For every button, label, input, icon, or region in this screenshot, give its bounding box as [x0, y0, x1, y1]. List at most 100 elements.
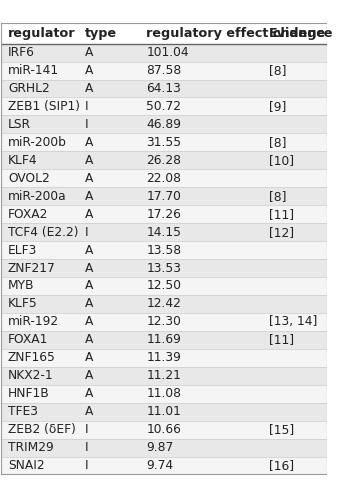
Text: I: I	[84, 118, 88, 131]
Text: HNF1B: HNF1B	[8, 387, 50, 400]
Bar	[1, 313, 327, 331]
Text: A: A	[84, 387, 93, 400]
Bar	[1, 98, 327, 116]
Text: 12.50: 12.50	[146, 280, 181, 292]
Text: I: I	[84, 459, 88, 472]
Bar	[1, 421, 327, 439]
Text: miR-200b: miR-200b	[8, 136, 67, 149]
Bar	[1, 169, 327, 187]
Text: GRHL2: GRHL2	[8, 82, 50, 95]
Text: A: A	[84, 190, 93, 203]
Text: regulatory effect change: regulatory effect change	[146, 27, 326, 40]
Text: A: A	[84, 154, 93, 167]
Text: [16]: [16]	[268, 459, 294, 472]
Text: [8]: [8]	[268, 64, 286, 77]
Bar	[1, 151, 327, 169]
Bar	[1, 116, 327, 133]
Text: miR-200a: miR-200a	[8, 190, 66, 203]
Bar	[1, 61, 327, 80]
Text: A: A	[84, 172, 93, 185]
Bar	[1, 367, 327, 385]
Text: [15]: [15]	[268, 423, 294, 436]
Text: 11.21: 11.21	[146, 369, 181, 382]
Text: 11.01: 11.01	[146, 405, 181, 418]
Text: type: type	[84, 27, 116, 40]
Bar	[1, 23, 327, 43]
Text: [11]: [11]	[268, 333, 294, 346]
Text: 9.87: 9.87	[146, 441, 174, 454]
Text: 10.66: 10.66	[146, 423, 181, 436]
Text: 26.28: 26.28	[146, 154, 181, 167]
Text: [13, 14]: [13, 14]	[268, 315, 317, 328]
Text: 13.58: 13.58	[146, 244, 181, 257]
Text: I: I	[84, 441, 88, 454]
Text: A: A	[84, 82, 93, 95]
Text: A: A	[84, 280, 93, 292]
Text: I: I	[84, 225, 88, 239]
Text: 101.04: 101.04	[146, 46, 189, 59]
Text: ELF3: ELF3	[8, 244, 37, 257]
Bar	[1, 277, 327, 295]
Text: A: A	[84, 369, 93, 382]
Text: A: A	[84, 64, 93, 77]
Text: OVOL2: OVOL2	[8, 172, 50, 185]
Text: TFE3: TFE3	[8, 405, 38, 418]
Text: A: A	[84, 315, 93, 328]
Text: FOXA1: FOXA1	[8, 333, 48, 346]
Text: A: A	[84, 351, 93, 364]
Bar	[1, 295, 327, 313]
Text: 11.69: 11.69	[146, 333, 181, 346]
Text: 11.08: 11.08	[146, 387, 181, 400]
Bar	[1, 80, 327, 98]
Text: 13.53: 13.53	[146, 262, 181, 275]
Text: I: I	[84, 100, 88, 113]
Text: regulator: regulator	[8, 27, 76, 40]
Text: [12]: [12]	[268, 225, 294, 239]
Text: 17.26: 17.26	[146, 208, 181, 221]
Text: MYB: MYB	[8, 280, 34, 292]
Text: A: A	[84, 46, 93, 59]
Text: 17.70: 17.70	[146, 190, 181, 203]
Text: A: A	[84, 136, 93, 149]
Text: A: A	[84, 208, 93, 221]
Bar	[1, 457, 327, 474]
Text: A: A	[84, 405, 93, 418]
Text: miR-141: miR-141	[8, 64, 59, 77]
Text: A: A	[84, 244, 93, 257]
Text: 12.30: 12.30	[146, 315, 181, 328]
Text: ZEB1 (SIP1): ZEB1 (SIP1)	[8, 100, 80, 113]
Bar	[1, 205, 327, 223]
Text: 12.42: 12.42	[146, 297, 181, 310]
Text: ZEB2 (δEF): ZEB2 (δEF)	[8, 423, 76, 436]
Text: 46.89: 46.89	[146, 118, 181, 131]
Text: LSR: LSR	[8, 118, 31, 131]
Text: 14.15: 14.15	[146, 225, 181, 239]
Text: NKX2-1: NKX2-1	[8, 369, 54, 382]
Bar	[1, 223, 327, 241]
Text: [11]: [11]	[268, 208, 294, 221]
Text: A: A	[84, 297, 93, 310]
Text: A: A	[84, 262, 93, 275]
Text: [10]: [10]	[268, 154, 294, 167]
Bar	[1, 439, 327, 457]
Bar	[1, 43, 327, 61]
Text: ZNF217: ZNF217	[8, 262, 56, 275]
Bar	[1, 259, 327, 277]
Text: 9.74: 9.74	[146, 459, 174, 472]
Bar	[1, 331, 327, 349]
Text: KLF5: KLF5	[8, 297, 38, 310]
Text: ZNF165: ZNF165	[8, 351, 56, 364]
Text: KLF4: KLF4	[8, 154, 38, 167]
Text: TCF4 (E2.2): TCF4 (E2.2)	[8, 225, 78, 239]
Bar	[1, 133, 327, 151]
Text: miR-192: miR-192	[8, 315, 59, 328]
Text: [8]: [8]	[268, 136, 286, 149]
Text: I: I	[84, 423, 88, 436]
Text: [9]: [9]	[268, 100, 286, 113]
Text: 50.72: 50.72	[146, 100, 181, 113]
Text: IRF6: IRF6	[8, 46, 35, 59]
Text: 31.55: 31.55	[146, 136, 181, 149]
Text: TRIM29: TRIM29	[8, 441, 54, 454]
Bar	[1, 187, 327, 205]
Text: Evidence: Evidence	[268, 27, 333, 40]
